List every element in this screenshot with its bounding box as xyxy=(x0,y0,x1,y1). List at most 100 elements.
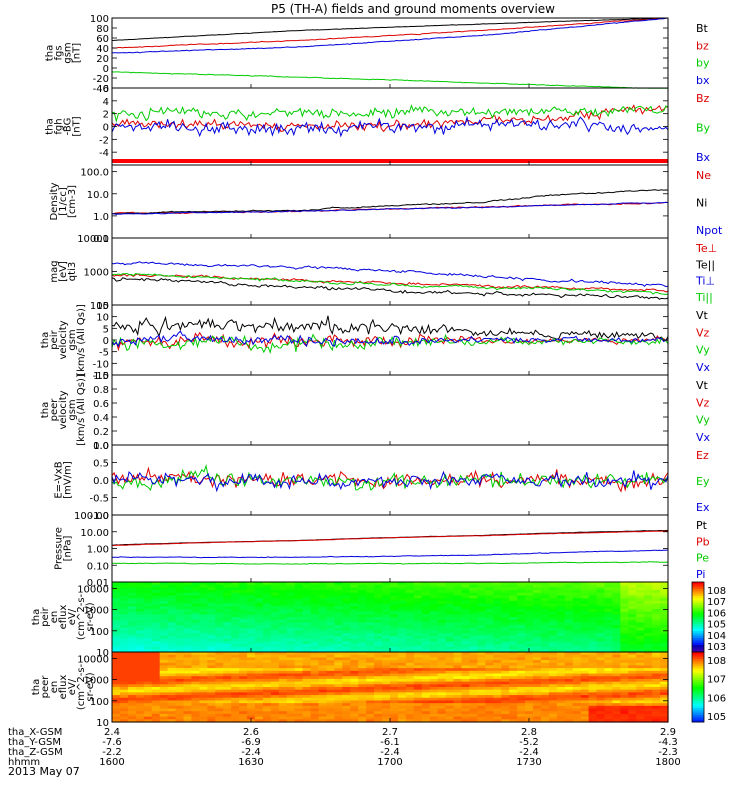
heatmap-cell xyxy=(278,595,288,599)
heatmap-cell xyxy=(437,703,447,707)
heatmap-cell xyxy=(247,590,256,594)
heatmap-cell xyxy=(382,678,391,683)
heatmap-cell xyxy=(302,600,312,605)
heatmap-cell xyxy=(548,662,558,667)
heatmap-cell xyxy=(461,606,471,610)
heatmap-cell xyxy=(175,705,185,710)
heatmap-cell xyxy=(501,630,510,634)
heatmap-cell xyxy=(262,638,272,642)
heatmap-cell xyxy=(540,619,550,623)
heatmap-cell xyxy=(509,670,518,675)
orbit-value: 2.8 xyxy=(521,727,537,738)
heatmap-cell xyxy=(588,719,598,723)
heatmap-cell xyxy=(501,657,510,661)
heatmap-cell xyxy=(207,711,216,715)
heatmap-cell xyxy=(215,668,224,672)
y-axis-label-line: tha xyxy=(45,45,56,61)
heatmap-cell xyxy=(461,625,471,629)
heatmap-cell xyxy=(294,622,304,626)
heatmap-cell xyxy=(207,665,216,669)
heatmap-cell xyxy=(397,673,407,677)
heatmap-cell xyxy=(421,619,431,623)
heatmap-cell xyxy=(572,695,582,699)
heatmap-cell xyxy=(191,700,200,704)
heatmap-cell xyxy=(493,703,502,707)
heatmap-cell xyxy=(580,678,590,683)
heatmap-cell xyxy=(390,630,399,634)
heatmap-cell xyxy=(556,681,566,685)
heatmap-cell xyxy=(660,582,669,586)
heatmap-cell xyxy=(548,635,558,640)
chart-title: P5 (TH-A) fields and ground moments over… xyxy=(271,2,555,16)
heatmap-cell xyxy=(517,654,526,658)
heatmap-cell xyxy=(628,635,637,640)
heatmap-cell xyxy=(247,697,256,702)
y-tick-label: 1.0 xyxy=(93,212,109,223)
heatmap-cell xyxy=(628,697,637,702)
heatmap-cell xyxy=(636,654,645,658)
heatmap-cell xyxy=(453,713,463,718)
heatmap-cell xyxy=(366,592,375,597)
heatmap-cell xyxy=(532,587,542,591)
heatmap-cell xyxy=(580,689,590,693)
heatmap-cell xyxy=(374,598,383,602)
heatmap-cell xyxy=(604,638,613,642)
heatmap-cell xyxy=(358,695,367,699)
heatmap-cell xyxy=(397,705,407,710)
heatmap-cell xyxy=(390,584,399,588)
heatmap-cell xyxy=(548,705,558,710)
heatmap-cell xyxy=(493,719,502,723)
heatmap-cell xyxy=(437,614,447,618)
heatmap-cell xyxy=(532,697,542,702)
heatmap-cell xyxy=(421,713,431,718)
heatmap-cell xyxy=(636,633,645,637)
heatmap-cell xyxy=(143,638,153,642)
heatmap-cell xyxy=(143,641,153,645)
heatmap-cell xyxy=(135,662,145,667)
heatmap-cell xyxy=(270,606,280,610)
heatmap-cell xyxy=(278,590,288,594)
heatmap-cell xyxy=(342,617,351,621)
heatmap-cell xyxy=(564,719,574,723)
heatmap-cell xyxy=(326,619,335,623)
heatmap-cell xyxy=(143,622,153,626)
heatmap-cell xyxy=(191,697,200,702)
heatmap-cell xyxy=(262,646,272,650)
heatmap-cell xyxy=(247,617,256,621)
heatmap-cell xyxy=(644,582,653,586)
heatmap-cell xyxy=(318,617,328,621)
heatmap-cell xyxy=(421,611,431,615)
heatmap-cell xyxy=(413,598,423,602)
heatmap-cell xyxy=(143,673,153,677)
heatmap-cell xyxy=(532,627,542,632)
heatmap-cell xyxy=(445,660,455,664)
heatmap-cell xyxy=(254,660,264,664)
heatmap-cell xyxy=(191,646,200,650)
heatmap-cell xyxy=(127,641,137,645)
heatmap-cell xyxy=(604,687,613,691)
heatmap-cell xyxy=(636,592,645,597)
heatmap-cell xyxy=(461,646,471,650)
heatmap-cell xyxy=(358,598,367,602)
heatmap-cell xyxy=(374,590,383,594)
heatmap-cell xyxy=(390,687,399,691)
heatmap-cell xyxy=(493,641,502,645)
heatmap-cell xyxy=(548,657,558,661)
heatmap-cell xyxy=(318,676,328,680)
heatmap-cell xyxy=(175,630,185,634)
heatmap-cell xyxy=(588,689,598,693)
heatmap-cell xyxy=(247,652,256,656)
heatmap-cell xyxy=(207,713,216,718)
heatmap-cell xyxy=(429,641,439,645)
heatmap-cell xyxy=(350,603,359,607)
heatmap-cell xyxy=(167,611,177,615)
heatmap-cell xyxy=(501,603,510,607)
heatmap-cell xyxy=(239,622,248,626)
series-line-Ti⊥ xyxy=(111,261,669,288)
heatmap-cell xyxy=(390,716,399,720)
heatmap-cell xyxy=(413,587,423,591)
heatmap-cell xyxy=(326,700,335,704)
heatmap-cell xyxy=(143,614,153,618)
heatmap-cell xyxy=(493,603,502,607)
heatmap-cell xyxy=(548,606,558,610)
